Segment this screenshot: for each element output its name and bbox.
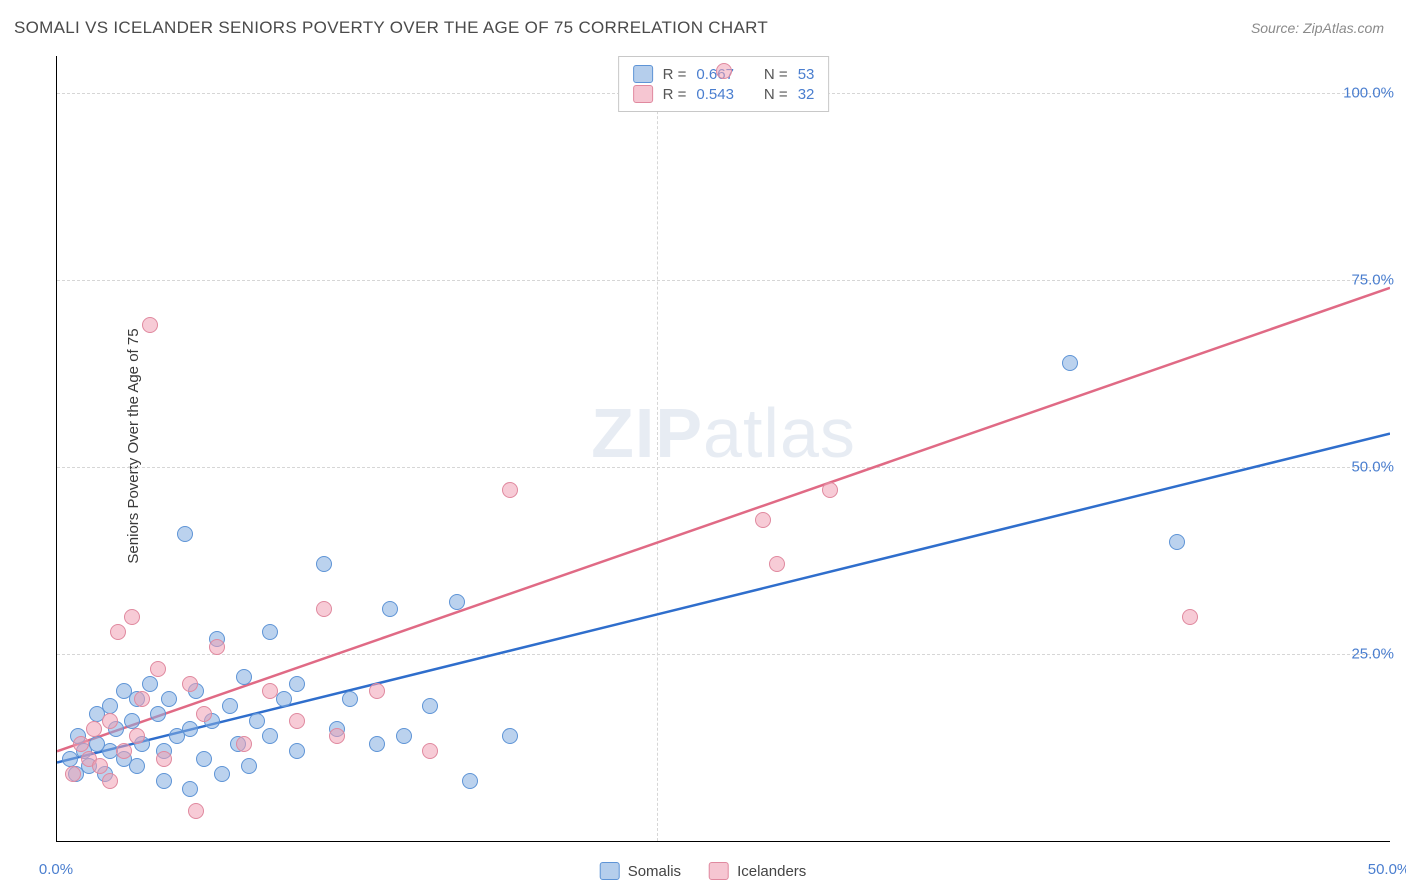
scatter-point	[102, 698, 118, 714]
scatter-point	[369, 736, 385, 752]
source-attribution: Source: ZipAtlas.com	[1251, 20, 1384, 36]
scatter-point	[769, 556, 785, 572]
legend-label: Icelanders	[737, 863, 806, 880]
scatter-point	[134, 691, 150, 707]
watermark-bold: ZIP	[591, 394, 703, 472]
scatter-point	[182, 781, 198, 797]
n-label: N =	[764, 86, 788, 103]
x-tick-label: 0.0%	[39, 861, 73, 878]
scatter-point	[369, 683, 385, 699]
scatter-point	[262, 624, 278, 640]
scatter-point	[182, 676, 198, 692]
scatter-point	[289, 676, 305, 692]
scatter-point	[156, 751, 172, 767]
legend-swatch-blue	[600, 862, 620, 880]
y-tick-label: 100.0%	[1343, 85, 1394, 102]
scatter-point	[449, 594, 465, 610]
scatter-point	[822, 482, 838, 498]
grid-line-h	[57, 280, 1390, 281]
scatter-point	[102, 713, 118, 729]
scatter-point	[1062, 355, 1078, 371]
scatter-point	[150, 706, 166, 722]
legend-label: Somalis	[628, 863, 681, 880]
scatter-point	[102, 773, 118, 789]
scatter-point	[716, 63, 732, 79]
scatter-point	[382, 601, 398, 617]
scatter-point	[177, 526, 193, 542]
scatter-point	[316, 601, 332, 617]
n-value: 53	[798, 66, 815, 83]
legend-swatch-pink	[633, 85, 653, 103]
scatter-point	[188, 803, 204, 819]
n-label: N =	[764, 66, 788, 83]
scatter-point	[86, 721, 102, 737]
scatter-point	[142, 676, 158, 692]
legend-swatch-pink	[709, 862, 729, 880]
watermark: ZIPatlas	[591, 393, 856, 473]
plot-area: ZIPatlas R = 0.667 N = 53 R = 0.543 N = …	[56, 56, 1390, 842]
scatter-point	[1169, 534, 1185, 550]
y-tick-label: 25.0%	[1351, 646, 1394, 663]
scatter-point	[182, 721, 198, 737]
r-label: R =	[663, 66, 687, 83]
scatter-point	[116, 743, 132, 759]
scatter-point	[316, 556, 332, 572]
scatter-point	[329, 728, 345, 744]
scatter-point	[156, 773, 172, 789]
scatter-point	[755, 512, 771, 528]
scatter-point	[396, 728, 412, 744]
scatter-point	[262, 728, 278, 744]
scatter-point	[161, 691, 177, 707]
scatter-point	[129, 728, 145, 744]
scatter-point	[73, 736, 89, 752]
scatter-point	[1182, 609, 1198, 625]
n-value: 32	[798, 86, 815, 103]
y-tick-label: 50.0%	[1351, 459, 1394, 476]
scatter-point	[422, 743, 438, 759]
scatter-point	[502, 728, 518, 744]
grid-line-h	[57, 467, 1390, 468]
scatter-point	[342, 691, 358, 707]
grid-line-h	[57, 654, 1390, 655]
scatter-point	[289, 743, 305, 759]
scatter-point	[92, 758, 108, 774]
legend-item-somalis: Somalis	[600, 862, 681, 880]
legend-stats-row: R = 0.543 N = 32	[633, 85, 815, 103]
scatter-point	[462, 773, 478, 789]
scatter-point	[110, 624, 126, 640]
grid-line-v	[657, 56, 658, 841]
scatter-point	[142, 317, 158, 333]
scatter-point	[196, 751, 212, 767]
scatter-point	[124, 609, 140, 625]
scatter-point	[209, 639, 225, 655]
r-value: 0.543	[696, 86, 734, 103]
legend-swatch-blue	[633, 65, 653, 83]
scatter-point	[262, 683, 278, 699]
scatter-point	[241, 758, 257, 774]
y-tick-label: 75.0%	[1351, 272, 1394, 289]
r-label: R =	[663, 86, 687, 103]
scatter-point	[236, 736, 252, 752]
scatter-point	[196, 706, 212, 722]
scatter-point	[150, 661, 166, 677]
watermark-rest: atlas	[703, 394, 856, 472]
scatter-point	[214, 766, 230, 782]
regression-line	[57, 288, 1390, 752]
scatter-point	[222, 698, 238, 714]
scatter-point	[502, 482, 518, 498]
scatter-point	[124, 713, 140, 729]
chart-container: SOMALI VS ICELANDER SENIORS POVERTY OVER…	[0, 0, 1406, 892]
scatter-point	[129, 758, 145, 774]
scatter-point	[65, 766, 81, 782]
x-tick-label: 50.0%	[1368, 861, 1406, 878]
scatter-point	[422, 698, 438, 714]
scatter-point	[236, 669, 252, 685]
legend-series: Somalis Icelanders	[600, 862, 807, 880]
scatter-point	[289, 713, 305, 729]
legend-item-icelanders: Icelanders	[709, 862, 806, 880]
chart-title: SOMALI VS ICELANDER SENIORS POVERTY OVER…	[14, 18, 768, 38]
scatter-point	[249, 713, 265, 729]
